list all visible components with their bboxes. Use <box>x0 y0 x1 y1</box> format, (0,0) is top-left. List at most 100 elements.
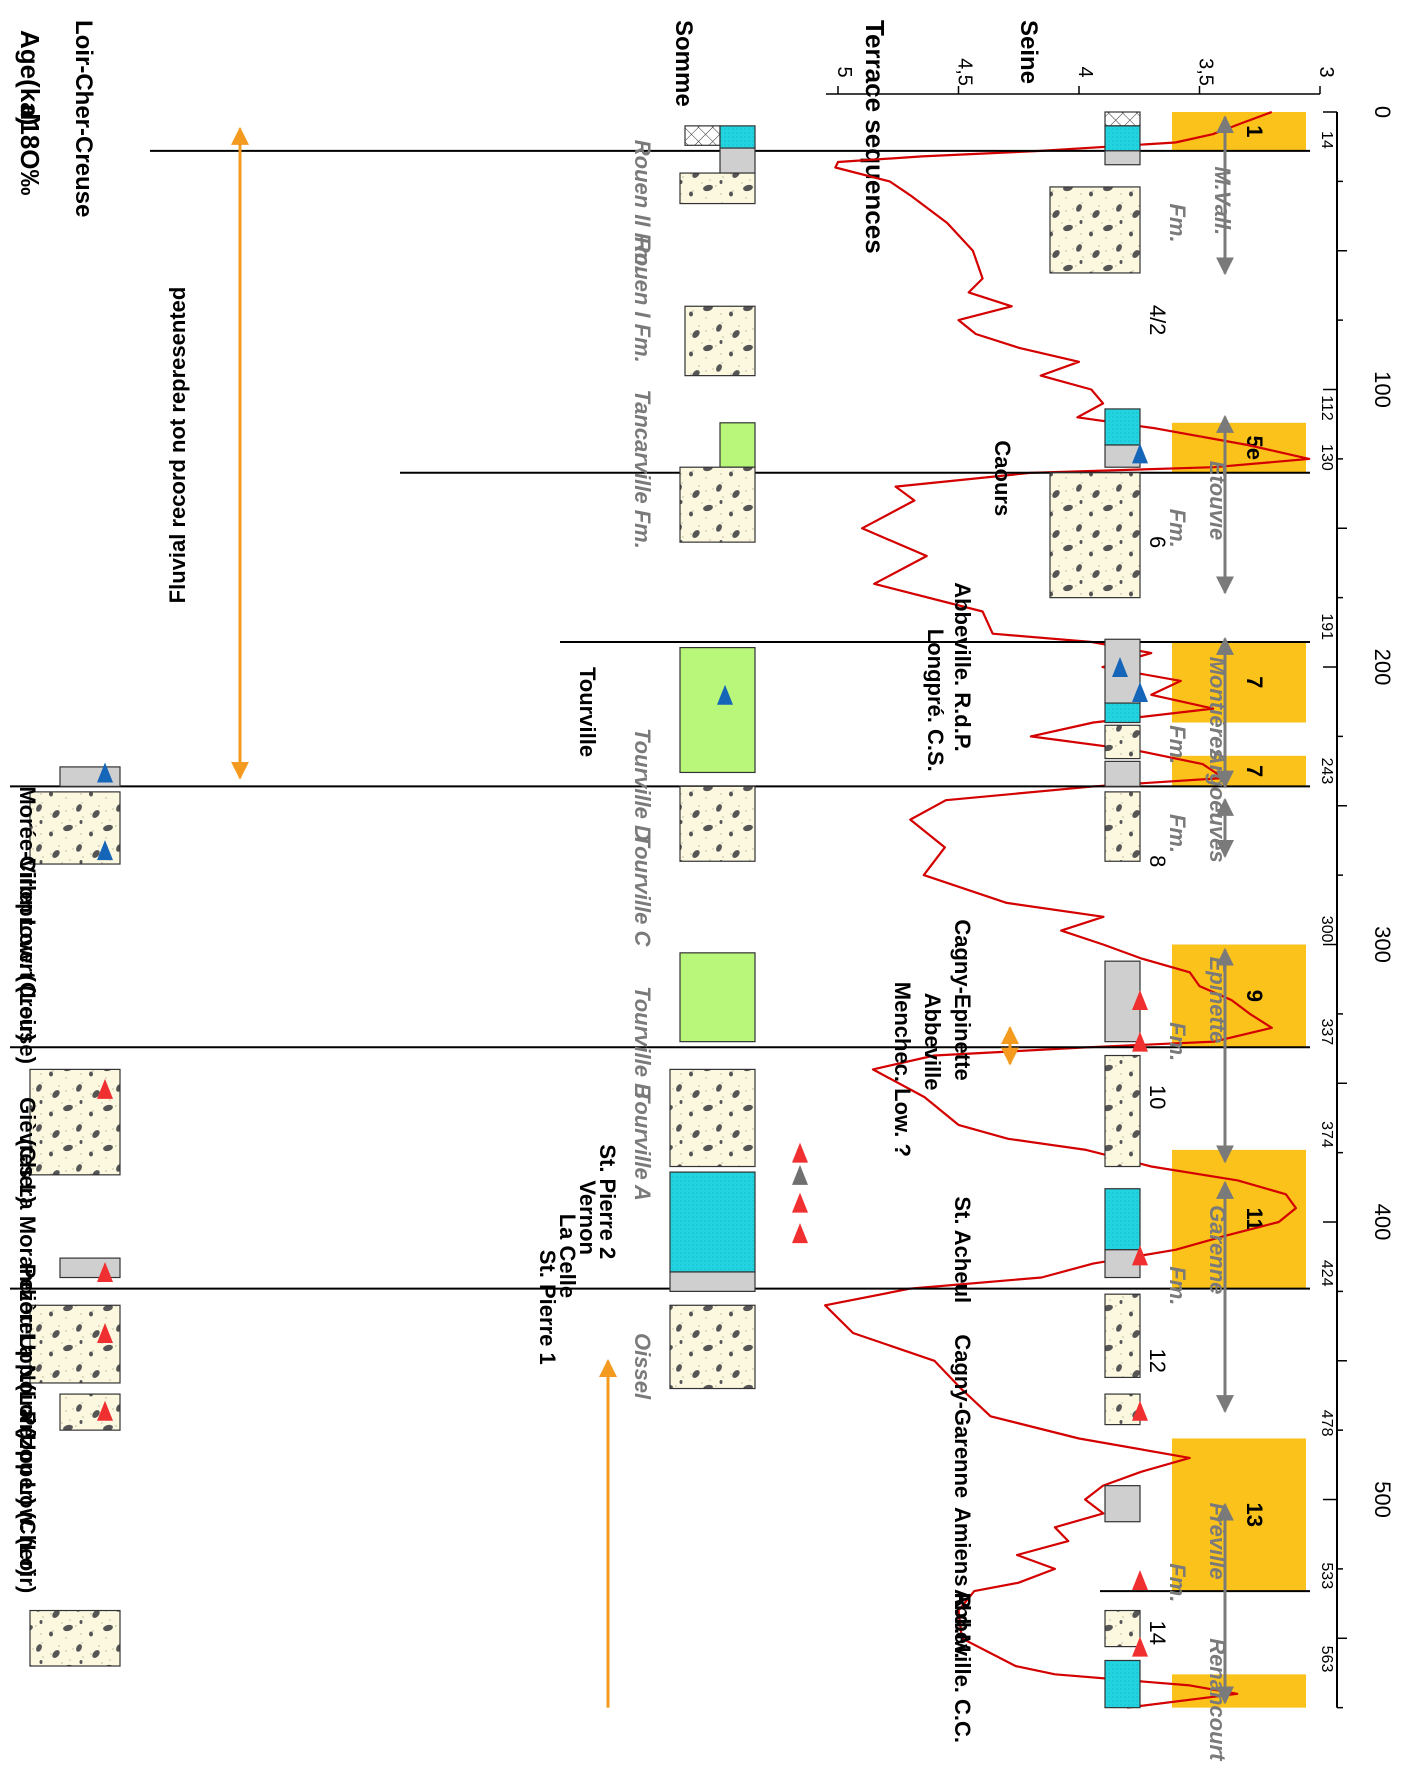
loir-site-name: (Cher) <box>15 1139 40 1204</box>
somme-box <box>1104 408 1141 446</box>
age-tick-label: 200 <box>1370 649 1395 686</box>
warm-stage-label: 9 <box>1242 990 1267 1002</box>
somme-formation-name: Garenne <box>1205 1205 1230 1294</box>
somme-box <box>1104 150 1141 166</box>
artefact-triangle <box>1132 1245 1148 1266</box>
warm-stage-band <box>1172 1438 1306 1592</box>
somme-formation-name: Fm. <box>1165 1022 1190 1061</box>
warm-stage-label: 11 <box>1242 1208 1267 1231</box>
somme-box <box>1104 791 1141 862</box>
somme-box <box>1104 1293 1141 1379</box>
somme-formation-name: Etouvie <box>1205 461 1230 540</box>
boundary-age-label: 533 <box>1318 1562 1335 1589</box>
somme-site-name: Abbeville. C.C. <box>950 1589 975 1743</box>
artefact-triangle <box>97 1400 113 1421</box>
artefact-triangle <box>717 684 733 705</box>
artefact-triangle <box>1132 681 1148 702</box>
loir-cher-creuse-header: Loir-Cher-Creuse <box>70 20 97 217</box>
age-tick-label: 500 <box>1370 1481 1395 1518</box>
cold-stage-label: 12 <box>1145 1349 1170 1373</box>
seine-site-name: Tourville <box>575 667 600 757</box>
cold-stage-label: 10 <box>1145 1085 1170 1109</box>
warm-stage-band <box>1172 755 1306 787</box>
loir-box <box>29 1609 121 1667</box>
somme-formation-name: Fm. <box>1165 203 1190 242</box>
seine-box <box>684 125 721 146</box>
somme-box <box>1104 1188 1141 1251</box>
somme-box <box>1104 1609 1141 1648</box>
seine-box <box>679 466 756 543</box>
artefact-triangle <box>1132 443 1148 464</box>
warm-stage-band <box>1172 422 1306 473</box>
somme-box <box>1104 111 1141 127</box>
boundary-age-label: 14 <box>1318 131 1335 149</box>
seine-site-name: Vernon <box>575 1180 600 1255</box>
somme-box <box>1104 444 1141 468</box>
somme-box <box>1104 1659 1141 1709</box>
warm-stage-band <box>1172 1674 1306 1708</box>
seine-box <box>669 1304 756 1390</box>
seine-formation-name: Tourville D <box>630 728 655 841</box>
somme-formation-name: Fm. <box>1165 725 1190 764</box>
terrace-sequences-header: Terrace sequences <box>860 20 890 254</box>
text-labels: M.Vall. Fm. Etouvie Fm. Montières Fm. Argoeuve… <box>15 140 1235 1762</box>
somme-box <box>1104 702 1141 724</box>
somme-formation-name: M.Vall. <box>1210 166 1235 235</box>
somme-box <box>1104 760 1141 787</box>
d18o-curve-line <box>824 110 1311 1709</box>
seine-box <box>679 646 756 774</box>
boundary-age-label: 243 <box>1318 758 1335 785</box>
boundary-age-label: 112 <box>1318 395 1335 421</box>
age-tick-label: 400 <box>1370 1204 1395 1241</box>
warm-stage-label: 1 <box>1242 125 1267 137</box>
d18o-tick-label: 3 <box>1315 66 1337 77</box>
artefact-triangle <box>792 1223 808 1244</box>
warm-stage-label: 7 <box>1242 676 1267 688</box>
cold-stage-label: 6 <box>1145 536 1170 548</box>
artefact-triangle <box>97 840 113 861</box>
warm-stage-band <box>1172 642 1306 723</box>
loir-site-name: Ciron Low. (Creuse) <box>15 856 40 1064</box>
section-headers: Age(ka) d18O‰ Somme Terrace sequences Se… <box>15 20 1042 254</box>
somme-site-name: St. Acheul <box>950 1196 975 1303</box>
seine-site-name: St. Pierre 1 <box>535 1250 560 1365</box>
boundary-age-label: 337 <box>1318 1018 1335 1045</box>
somme-formation-name: Fréville <box>1205 1503 1230 1580</box>
seine-formation-name: Tourville B <box>630 986 655 1099</box>
seine-box <box>669 1068 756 1168</box>
seine-formation-name: Oissel <box>630 1333 655 1400</box>
seine-site-name: St. Pierre 2 <box>595 1144 620 1259</box>
somme-formation-name: Montières <box>1205 657 1230 761</box>
somme-site-name: Cagny-Garenne <box>950 1334 975 1498</box>
somme-formation-name: Epinette <box>1205 957 1230 1044</box>
loir-box <box>29 791 121 865</box>
somme-site-name: Abbeville. R.d.P. <box>950 582 975 752</box>
seine-box <box>669 1271 756 1292</box>
cold-stage-label: 14 <box>1145 1620 1170 1644</box>
artefact-triangle <box>1112 657 1128 678</box>
artefact-triangle <box>1132 1400 1148 1421</box>
seine-box <box>669 1171 756 1273</box>
d18o-curve <box>10 110 1311 1709</box>
somme-formation-name: Fm. <box>1165 509 1190 548</box>
somme-formation-name: Fm. <box>1165 1266 1190 1305</box>
cold-stage-label: 8 <box>1145 855 1170 867</box>
loir-site-name: Morée-Villeprovert (Loir) <box>15 786 40 1041</box>
age-axis-label: Age(ka) <box>15 30 45 125</box>
seine-box <box>719 147 756 174</box>
not-represented-note: Fluvial record not represented <box>165 287 190 604</box>
somme-site-name: Amiens R.d.M. <box>950 1507 975 1659</box>
boundary-age-label: 191 <box>1318 613 1335 640</box>
artefact-triangle <box>97 1261 113 1282</box>
boundary-age-label: 424 <box>1318 1260 1335 1287</box>
somme-site-name: Caours <box>990 440 1015 516</box>
warm-stage-label: 13 <box>1242 1503 1267 1527</box>
artefact-triangle <box>792 1164 808 1185</box>
warm-stage-band <box>1172 944 1306 1048</box>
somme-formation-name: Fm. <box>1165 814 1190 853</box>
somme-box <box>1104 125 1141 152</box>
boundary-age-label: 130 <box>1318 444 1335 471</box>
boundary-age-label: 478 <box>1318 1410 1335 1437</box>
seine-formation-name: Rouen II Fm. <box>630 140 655 272</box>
